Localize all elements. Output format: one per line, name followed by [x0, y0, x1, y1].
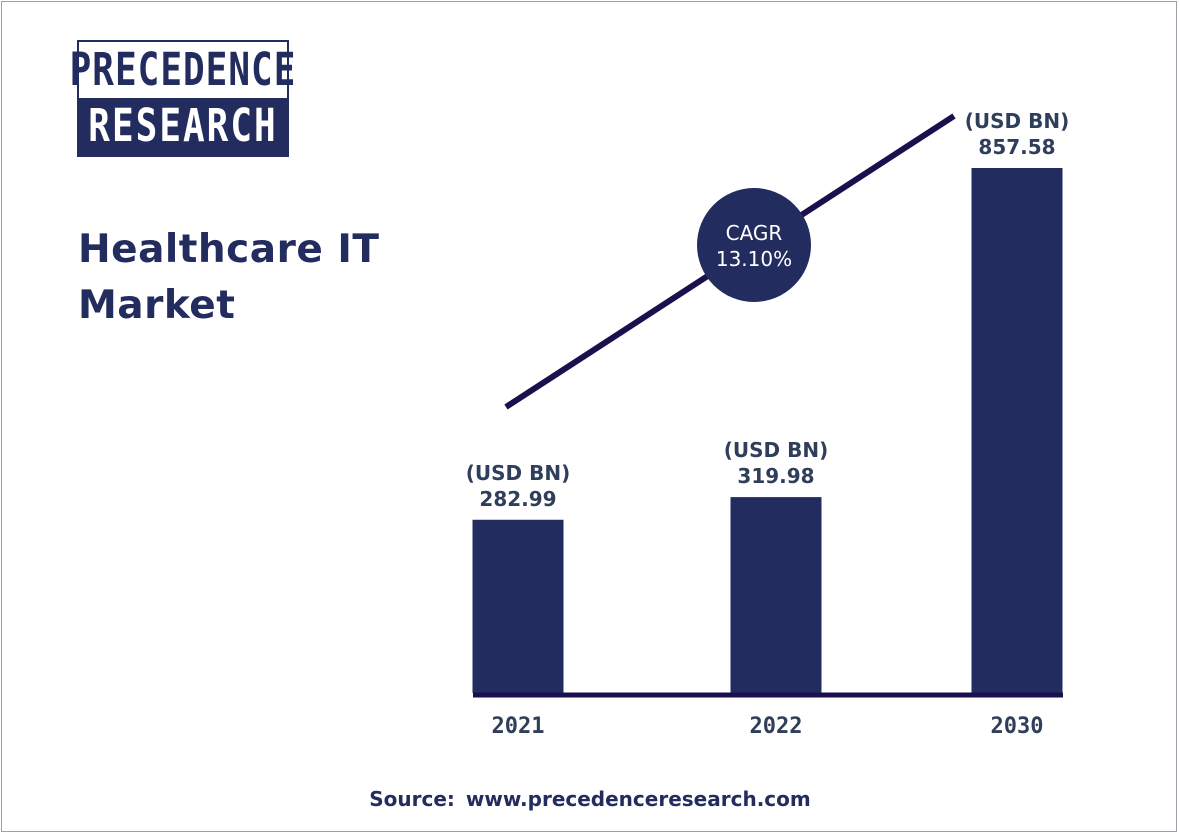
- value-unit-label-2022: (USD BN): [724, 438, 828, 462]
- bar-2022: [730, 497, 822, 693]
- cagr-circle: [697, 188, 811, 302]
- bar-2030: [971, 168, 1063, 693]
- bar-2021: [472, 519, 564, 693]
- source-label: Source:: [369, 787, 455, 811]
- cagr-value: 13.10%: [716, 247, 792, 271]
- logo-line-2: RESEARCH: [88, 100, 278, 153]
- value-label-2021: 282.99: [479, 487, 556, 511]
- x-tick-label-2021: 2021: [492, 714, 545, 739]
- x-tick-label-2022: 2022: [750, 714, 803, 739]
- value-label-2030: 857.58: [978, 135, 1055, 159]
- logo-line-1: PRECEDENCE: [69, 44, 297, 96]
- cagr-badge: CAGR 13.10%: [697, 188, 811, 302]
- cagr-label: CAGR: [726, 221, 783, 245]
- chart-title: Healthcare IT Market: [78, 227, 380, 328]
- precedence-research-logo: PRECEDENCE RESEARCH: [70, 40, 295, 157]
- source-url: www.precedenceresearch.com: [465, 787, 811, 811]
- value-unit-label-2030: (USD BN): [965, 109, 1069, 133]
- value-unit-label-2021: (USD BN): [466, 461, 570, 485]
- value-label-2022: 319.98: [737, 464, 814, 488]
- source-line: Source: www.precedenceresearch.com: [0, 787, 1180, 811]
- logo-line-2-band: RESEARCH: [79, 98, 287, 155]
- x-tick-label-2030: 2030: [991, 714, 1044, 739]
